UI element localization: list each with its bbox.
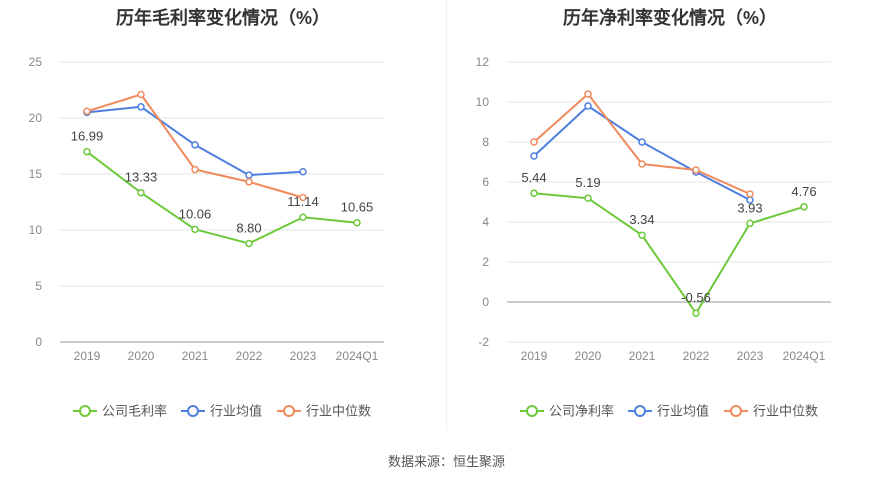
chart0-y-tick-label: 25 [29, 55, 43, 69]
chart0-x-tick-label: 2019 [74, 349, 101, 363]
chart0-industry-median-point [83, 107, 91, 116]
chart0-company-point [137, 188, 145, 197]
chart1-legend-industry-avg-marker [634, 405, 646, 417]
chart0-legend-company-label: 公司毛利率 [102, 404, 167, 419]
chart0-industry-median-point [191, 165, 199, 174]
chart0-industry-avg-line [86, 105, 304, 177]
chart1-x-tick-label: 2020 [575, 349, 602, 363]
chart0-company-line [86, 150, 358, 245]
chart0-company-point [191, 225, 199, 234]
chart0-legend-industry-median-marker [283, 405, 295, 417]
chart1-x-tick-label: 2024Q1 [783, 349, 826, 363]
chart1-y-tick-label: 6 [482, 175, 489, 189]
chart0-company-data-label: 8.80 [236, 220, 261, 235]
chart1-industry-avg-point [638, 138, 646, 146]
chart0-company-point [83, 147, 91, 156]
chart1-company-point [692, 309, 700, 317]
chart1-x-tick-label: 2019 [521, 349, 548, 363]
chart0-company-data-label: 11.14 [287, 194, 319, 209]
chart0-company-point [353, 218, 361, 227]
chart0-company-data-label: 10.65 [341, 200, 374, 215]
chart0-y-tick-label: 10 [29, 223, 43, 237]
chart1-company-data-label: 5.19 [575, 175, 600, 190]
chart1-y-tick-label: 12 [476, 55, 490, 69]
chart1-company-point [530, 189, 538, 197]
chart0-industry-avg-point [137, 103, 145, 111]
chart0-legend-industry-avg-label: 行业均值 [210, 404, 262, 419]
chart0-legend-industry-median-label: 行业中位数 [306, 404, 371, 419]
chart1-company-data-label: 3.93 [737, 200, 762, 215]
chart1-company-line [533, 192, 805, 315]
chart1-company-data-label: 4.76 [791, 184, 816, 199]
chart1-y-tick-label: 0 [482, 295, 489, 309]
chart0-industry-median-point [245, 178, 253, 186]
chart1-company-point [638, 231, 646, 239]
chart0-legend-industry-avg-marker [187, 405, 199, 417]
chart1-company-data-label: 3.34 [629, 212, 654, 227]
chart1-y-tick-label: 2 [482, 255, 489, 269]
chart1-legend-industry-median-label: 行业中位数 [753, 404, 818, 419]
net-margin-chart-panel: 历年净利率变化情况（%） -2 0 2 4 6 8 10 12 2019 2020 2021 2022… [447, 0, 893, 430]
chart1-legend-industry-avg-label: 行业均值 [657, 404, 709, 419]
chart0-industry-median-point [299, 193, 307, 202]
chart0-company-data-label: 10.06 [179, 206, 212, 221]
net-margin-chart: -2 0 2 4 6 8 10 12 2019 2020 2021 2022 2023 2024Q1 5.4… [476, 55, 831, 419]
chart1-industry-median-point [638, 160, 646, 168]
chart1-industry-median-point [746, 190, 754, 198]
chart1-industry-median-point [692, 166, 700, 174]
data-source: 数据来源：恒生聚源 [387, 454, 505, 469]
chart1-x-tick-label: 2022 [683, 349, 710, 363]
chart0-legend-company-marker [79, 405, 91, 417]
chart1-legend-company-label: 公司净利率 [549, 404, 614, 419]
chart1-industry-avg-point [530, 152, 538, 160]
gross-margin-chart: 0 5 10 15 20 25 2019 2020 2021 2022 2023 2024Q1 16.9… [29, 55, 384, 419]
chart1-y-tick-label: -2 [478, 335, 489, 349]
chart1-industry-median-point [530, 138, 538, 146]
chart0-y-tick-label: 15 [29, 167, 43, 181]
chart0-y-tick-label: 5 [35, 279, 42, 293]
chart0-y-tick-label: 0 [35, 335, 42, 349]
chart1-company-data-label: -0.56 [681, 290, 711, 305]
chart1-x-tick-label: 2021 [629, 349, 656, 363]
chart1-company-data-label: 5.44 [521, 170, 546, 185]
chart0-industry-median-point [137, 90, 145, 99]
chart0-x-tick-label: 2020 [128, 349, 155, 363]
chart1-company-point [584, 194, 592, 202]
chart0-company-data-label: 16.99 [71, 129, 104, 144]
chart1-legend-company-marker [526, 405, 538, 417]
chart0-y-tick-label: 20 [29, 111, 43, 125]
chart1-x-tick-label: 2023 [737, 349, 764, 363]
chart0-industry-avg-point [245, 171, 253, 179]
chart1-y-tick-label: 8 [482, 135, 489, 149]
chart1-industry-avg-point [584, 102, 592, 110]
chart1-industry-median-point [584, 90, 592, 98]
chart0-x-tick-label: 2021 [182, 349, 209, 363]
chart1-legend-industry-median-marker [730, 405, 742, 417]
chart0-industry-avg-point [191, 141, 199, 149]
gross-margin-chart-title: 历年毛利率变化情况（%） [115, 8, 330, 28]
chart0-company-point [299, 213, 307, 221]
chart0-company-point [245, 239, 253, 248]
chart1-industry-avg-line [533, 105, 751, 201]
chart1-y-tick-label: 4 [482, 215, 489, 229]
panel-divider [446, 0, 447, 430]
chart0-x-tick-label: 2022 [236, 349, 263, 363]
chart1-company-point [800, 203, 808, 211]
chart1-company-point [746, 219, 754, 228]
chart0-x-tick-label: 2024Q1 [336, 349, 379, 363]
chart0-company-data-label: 13.33 [125, 170, 158, 185]
chart1-y-tick-label: 10 [476, 95, 490, 109]
chart0-industry-avg-point [299, 168, 307, 176]
net-margin-chart-title: 历年净利率变化情况（%） [562, 8, 777, 28]
gross-margin-chart-panel: 历年毛利率变化情况（%） 0 5 10 15 20 25 2019 2020 2021 2022 2… [0, 0, 446, 430]
chart0-x-tick-label: 2023 [290, 349, 317, 363]
